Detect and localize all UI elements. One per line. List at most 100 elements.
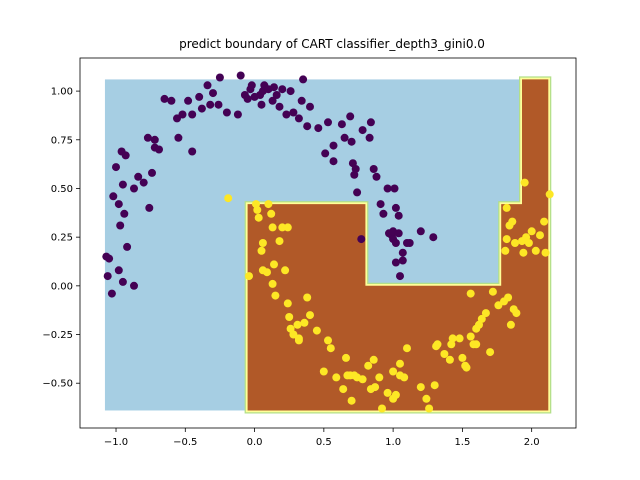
data-point-class-0 (398, 256, 407, 265)
data-point-class-0 (130, 184, 138, 193)
axes-frame (79, 57, 577, 429)
data-point-class-0 (188, 147, 197, 156)
data-point-class-0 (203, 81, 212, 90)
data-point-class-1 (271, 291, 280, 300)
y-tick-label: 0.00 (51, 281, 73, 292)
data-point-class-0 (366, 118, 375, 127)
data-point-class-1 (270, 260, 278, 269)
data-point-class-0 (329, 157, 338, 166)
data-point-class-0 (118, 277, 127, 286)
data-point-class-0 (286, 87, 295, 96)
data-point-class-1 (508, 217, 517, 226)
data-point-class-0 (188, 110, 197, 119)
y-tick-label: 1.00 (51, 87, 73, 98)
data-point-class-0 (329, 141, 338, 150)
data-point-class-1 (541, 248, 550, 257)
data-point-class-0 (206, 100, 215, 109)
data-point-class-1 (396, 359, 404, 368)
data-point-class-0 (391, 258, 400, 267)
data-point-class-1 (326, 344, 335, 353)
data-point-class-0 (369, 165, 378, 173)
data-point-class-0 (357, 235, 366, 244)
data-point-class-0 (114, 266, 123, 275)
data-point-class-1 (324, 336, 332, 345)
data-point-class-0 (347, 137, 356, 146)
data-point-class-1 (245, 272, 253, 281)
data-point-class-1 (339, 385, 348, 394)
chart-title: predict boundary of CART classifier_dept… (179, 37, 485, 51)
data-point-class-0 (148, 168, 156, 177)
data-point-class-1 (524, 239, 533, 247)
data-point-class-0 (150, 135, 159, 144)
data-point-class-1 (294, 336, 303, 345)
data-point-class-0 (346, 112, 355, 121)
data-point-class-1 (403, 344, 411, 353)
data-point-class-0 (214, 100, 223, 109)
data-point-class-0 (243, 94, 252, 103)
data-point-class-0 (321, 149, 330, 158)
y-axis: −0.50 −0.25 0.00 0.25 0.50 0.75 1.00 (42, 87, 80, 390)
y-tick-label: −0.25 (42, 330, 73, 341)
data-point-class-0 (120, 209, 129, 218)
data-point-class-0 (278, 85, 287, 94)
data-point-class-1 (263, 268, 271, 277)
data-point-class-1 (383, 388, 392, 397)
data-point-class-1 (369, 355, 378, 364)
data-point-class-1 (466, 289, 475, 298)
data-point-class-0 (282, 110, 291, 119)
data-point-class-0 (394, 229, 403, 238)
data-point-class-1 (520, 178, 529, 187)
data-point-class-1 (488, 287, 497, 296)
data-point-class-1 (293, 320, 302, 329)
data-point-class-0 (257, 100, 266, 109)
data-point-class-0 (209, 89, 217, 98)
data-point-class-0 (145, 203, 154, 212)
data-point-class-1 (347, 396, 356, 405)
data-point-class-0 (155, 145, 163, 154)
data-point-class-1 (433, 340, 442, 349)
data-point-class-0 (337, 120, 346, 129)
data-point-class-1 (536, 231, 544, 240)
data-point-class-1 (254, 213, 263, 222)
y-tick-label: −0.50 (42, 379, 73, 390)
data-point-class-1 (477, 314, 486, 323)
data-point-class-1 (278, 223, 287, 232)
data-point-class-1 (545, 190, 554, 199)
data-point-class-0 (139, 178, 148, 187)
data-point-class-0 (184, 96, 193, 105)
scatter-points (102, 71, 554, 413)
data-point-class-1 (422, 394, 431, 403)
data-point-class-1 (312, 326, 321, 335)
plot-area (104, 76, 552, 414)
data-point-class-0 (270, 83, 278, 92)
data-point-class-0 (379, 209, 388, 218)
data-point-class-0 (297, 96, 306, 105)
data-point-class-1 (430, 381, 439, 390)
x-tick-label: −1.0 (104, 437, 128, 448)
y-tick-label: 0.25 (51, 233, 73, 244)
y-tick-label: 0.75 (51, 135, 73, 146)
data-point-class-0 (178, 110, 187, 119)
data-point-class-0 (118, 180, 127, 189)
data-point-class-0 (372, 172, 381, 181)
data-point-class-1 (306, 311, 314, 320)
data-point-class-0 (391, 203, 400, 212)
data-point-class-0 (358, 126, 367, 135)
data-point-class-0 (112, 163, 120, 172)
data-point-class-0 (306, 102, 314, 111)
data-point-class-1 (285, 313, 294, 321)
data-point-class-1 (511, 239, 519, 247)
data-point-class-0 (383, 184, 392, 193)
data-point-class-0 (314, 124, 323, 133)
data-point-class-0 (247, 81, 256, 90)
data-point-class-0 (195, 92, 204, 101)
data-point-class-0 (268, 96, 277, 105)
data-point-class-1 (257, 246, 266, 255)
data-point-class-1 (448, 334, 457, 343)
data-point-class-1 (268, 279, 277, 288)
data-point-class-1 (224, 194, 233, 203)
data-point-class-1 (512, 309, 521, 318)
data-point-class-1 (342, 353, 350, 362)
data-point-class-1 (400, 373, 409, 382)
data-point-class-0 (134, 172, 143, 181)
